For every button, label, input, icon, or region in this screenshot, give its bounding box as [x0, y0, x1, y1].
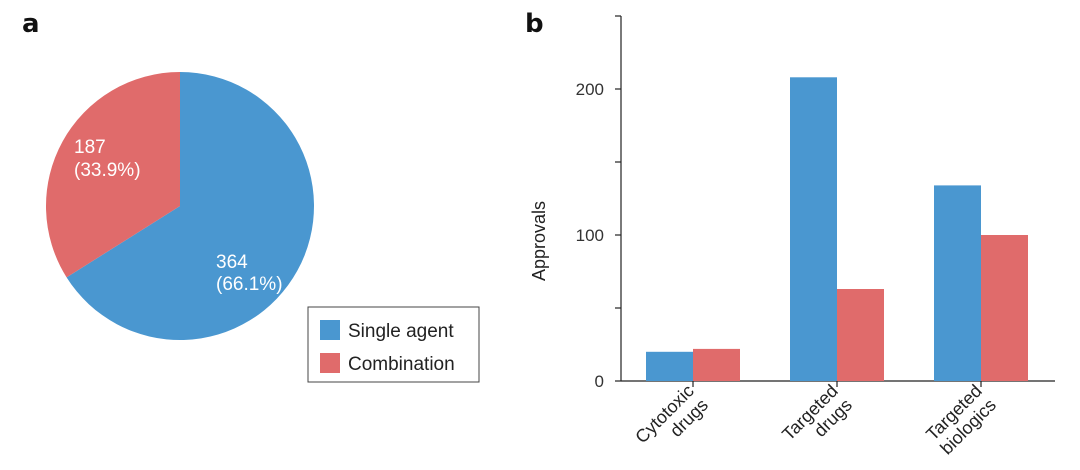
bar-cytotoxic-single [646, 351, 693, 381]
panel-a-letter: a [22, 9, 40, 39]
legend: Single agent Combination [307, 306, 480, 383]
y-tick-label-100: 100 [576, 226, 604, 245]
bar-cytotoxic-combination [693, 348, 740, 381]
cat-label-targeted-drugs: Targeted drugs [778, 381, 856, 445]
bar-targeted-drugs-single [790, 77, 837, 382]
legend-swatch-combination [320, 353, 340, 373]
legend-swatch-single-agent [320, 320, 340, 340]
legend-label-combination: Combination [348, 354, 455, 375]
bar-targeted-biologics-combination [981, 235, 1028, 381]
pie-chart: 364 (66.1%) 187 (33.9%) [45, 72, 314, 340]
pie-label-combination-value: 187 [74, 137, 106, 158]
bar-chart: 0 100 200 Approvals Cytotoxic drugs Targ… [529, 15, 1055, 459]
y-tick-label-200: 200 [576, 80, 604, 99]
pie-slice-combination [45, 72, 181, 278]
legend-label-single-agent: Single agent [348, 321, 454, 342]
y-axis-label: Approvals [529, 201, 549, 281]
cat-label-cytotoxic: Cytotoxic drugs [631, 381, 712, 447]
pie-label-combination-pct: (33.9%) [74, 160, 141, 181]
cat-label-targeted-biologics: Targeted biologics [922, 381, 1000, 459]
pie-label-single-pct: (66.1%) [216, 274, 283, 295]
pie-label-single-value: 364 [216, 252, 248, 273]
pie-slice-single-agent [66, 72, 314, 340]
y-tick-label-0: 0 [595, 372, 604, 391]
bar-targeted-biologics-single [934, 185, 981, 381]
bar-targeted-drugs-combination [837, 289, 884, 381]
panel-b-letter: b [525, 9, 544, 39]
